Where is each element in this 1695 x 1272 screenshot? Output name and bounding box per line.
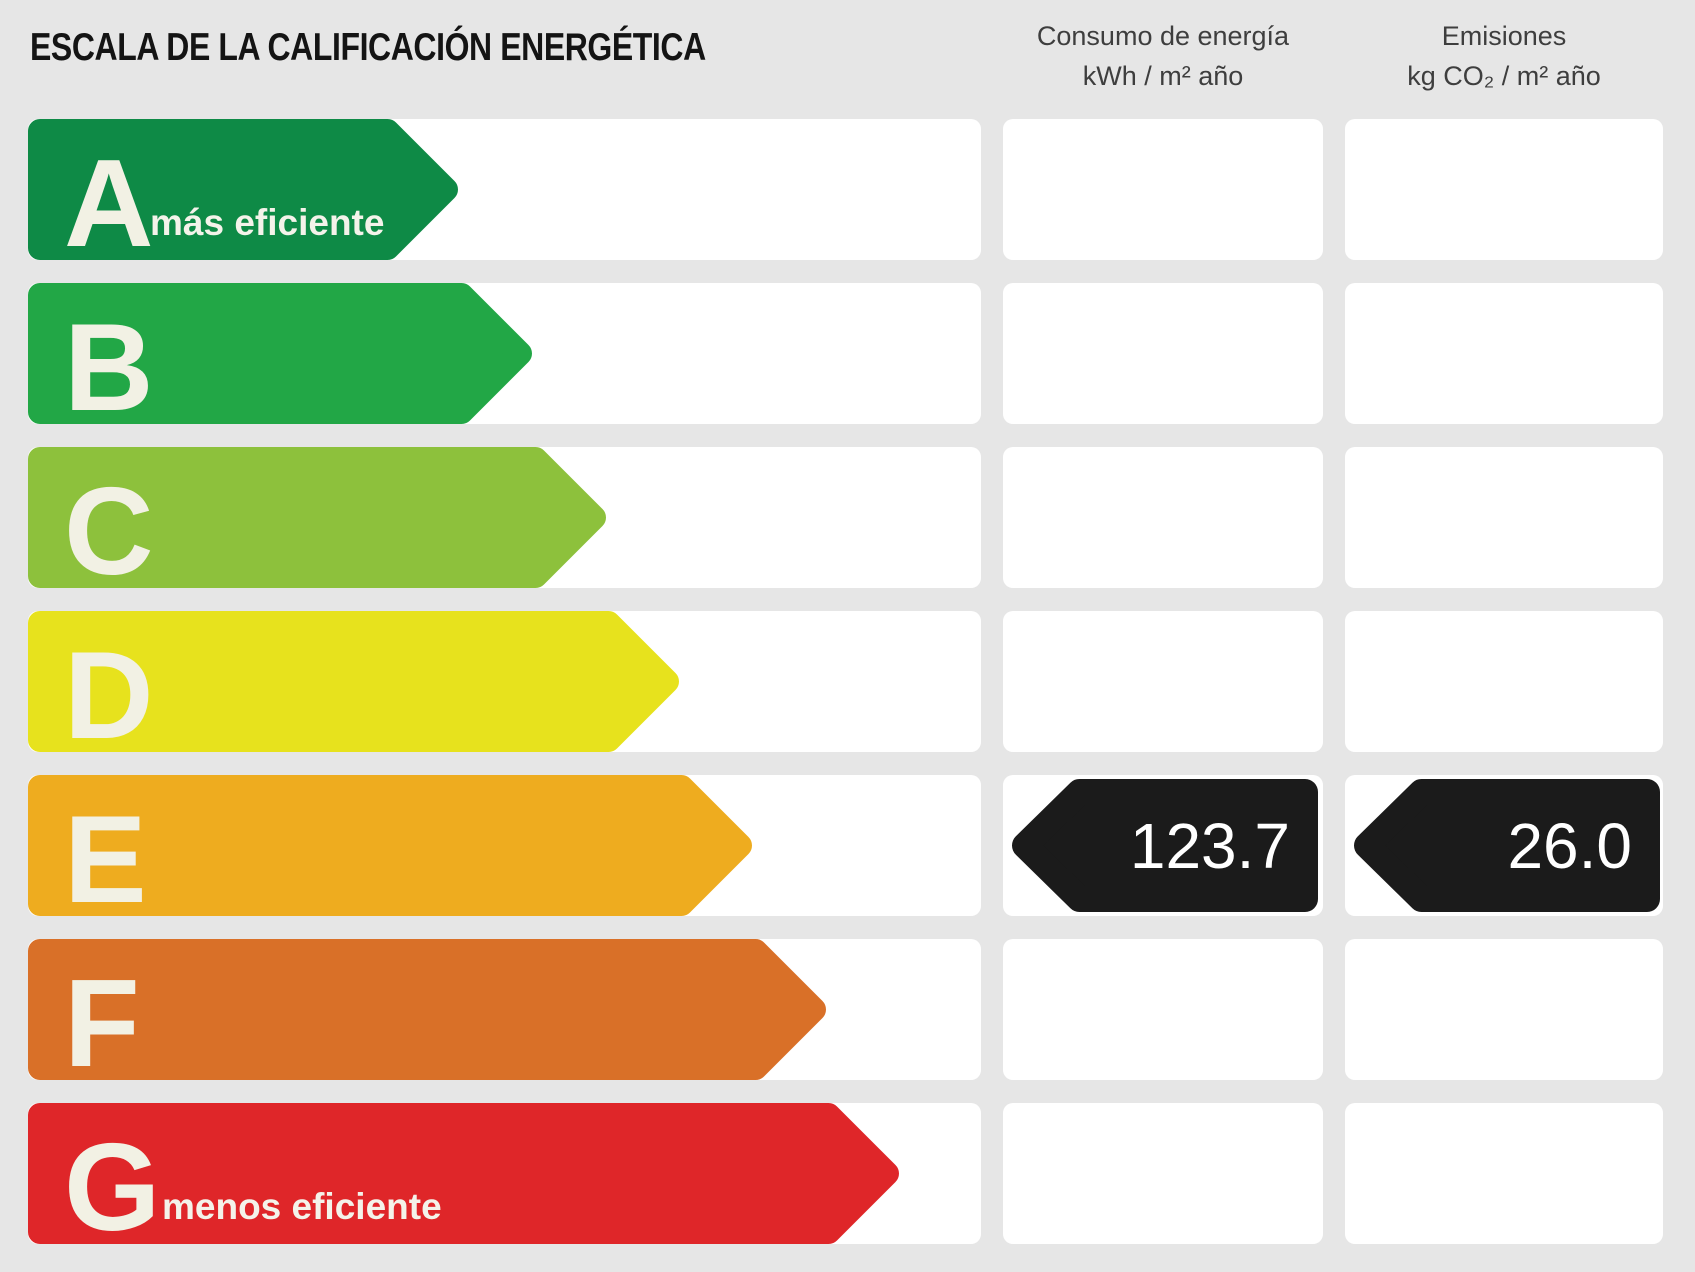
emisiones-value: 26.0 <box>1507 809 1632 882</box>
consumo-cell <box>1003 447 1323 588</box>
rating-letter-c: C <box>64 463 154 601</box>
rating-row-a: A más eficiente <box>0 119 1695 266</box>
emisiones-cell <box>1345 1103 1663 1244</box>
emisiones-cell <box>1345 119 1663 260</box>
rating-row-d: D <box>0 611 1695 758</box>
consumo-cell <box>1003 119 1323 260</box>
rating-letter-g: G <box>64 1119 161 1257</box>
rating-bar-a <box>28 119 458 260</box>
rating-bar-e <box>28 775 752 916</box>
rating-letter-b: B <box>64 299 154 437</box>
page-title: ESCALA DE LA CALIFICACIÓN ENERGÉTICA <box>30 26 706 69</box>
rating-letter-f: F <box>64 955 140 1093</box>
rating-bar-d <box>28 611 679 752</box>
emisiones-cell <box>1345 447 1663 588</box>
most-efficient-label: más eficiente <box>150 202 385 243</box>
consumo-cell <box>1003 939 1323 1080</box>
emisiones-cell <box>1345 939 1663 1080</box>
rating-bar-g <box>28 1103 899 1244</box>
rating-row-e: E 123.7 26.0 <box>0 775 1695 922</box>
emisiones-cell <box>1345 611 1663 752</box>
rating-letter-a: A <box>64 135 154 273</box>
emisiones-header-line2: kg CO₂ / m² año <box>1407 61 1601 91</box>
rating-row-c: C <box>0 447 1695 594</box>
consumo-value-arrow: 123.7 <box>1008 779 1318 912</box>
consumo-header-line2: kWh / m² año <box>1082 61 1244 91</box>
rating-bar-f <box>28 939 826 1080</box>
emisiones-value-arrow: 26.0 <box>1350 779 1660 912</box>
rating-bar-b <box>28 283 532 424</box>
rating-row-g: G menos eficiente <box>0 1103 1695 1250</box>
consumo-column-header: Consumo de energía kWh / m² año <box>963 16 1363 96</box>
rating-bar-c <box>28 447 606 588</box>
rating-letter-e: E <box>64 791 147 929</box>
rating-row-f: F <box>0 939 1695 1086</box>
consumo-cell <box>1003 1103 1323 1244</box>
emisiones-column-header: Emisiones kg CO₂ / m² año <box>1304 16 1695 96</box>
consumo-value: 123.7 <box>1129 809 1290 882</box>
black-arrow-left-icon <box>1012 779 1318 912</box>
rating-letter-d: D <box>64 627 154 765</box>
consumo-header-line1: Consumo de energía <box>1036 21 1290 51</box>
black-arrow-left-icon <box>1354 779 1660 912</box>
least-efficient-label: menos eficiente <box>162 1186 442 1227</box>
emisiones-cell <box>1345 283 1663 424</box>
emisiones-header-line1: Emisiones <box>1441 21 1567 51</box>
consumo-cell <box>1003 283 1323 424</box>
consumo-cell <box>1003 611 1323 752</box>
rating-row-b: B <box>0 283 1695 430</box>
